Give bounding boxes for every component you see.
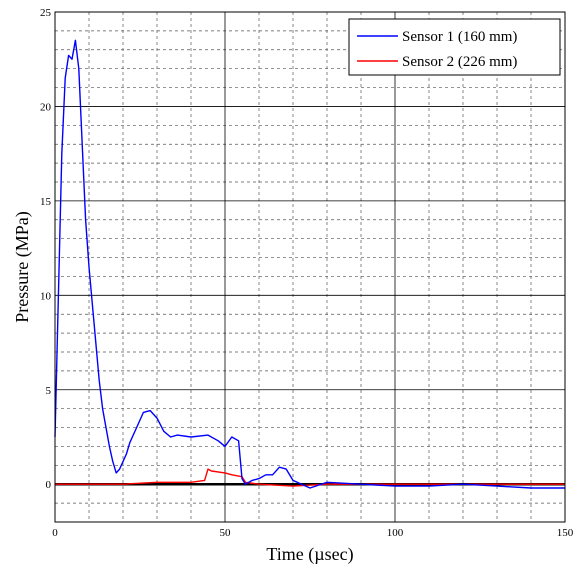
x-tick-label: 50 [220, 527, 232, 539]
major-grid [55, 12, 565, 522]
x-axis-label: Time (µsec) [266, 544, 353, 565]
y-tick-label: 0 [46, 479, 52, 491]
series-line-sensor-1 [54, 39, 565, 489]
legend: Sensor 1 (160 mm) Sensor 2 (226 mm) [348, 18, 561, 76]
y-tick-label: 5 [46, 385, 52, 397]
plot-background [55, 12, 565, 522]
x-tick-label: 100 [387, 527, 404, 539]
x-tick-label: 150 [557, 527, 574, 539]
minor-grid [55, 12, 565, 523]
series-layer [54, 39, 565, 489]
y-tick-labels: 0 5 10 15 20 25 [40, 7, 52, 491]
y-axis-label: Pressure (MPa) [12, 211, 33, 322]
plot-frame [54, 11, 566, 523]
series-line-sensor-2 [55, 468, 565, 487]
y-tick-label: 20 [40, 101, 52, 113]
y-tick-label: 10 [40, 290, 52, 302]
legend-label-sensor-1: Sensor 1 (160 mm) [402, 29, 517, 45]
legend-label-sensor-2: Sensor 2 (226 mm) [402, 54, 517, 70]
y-tick-label: 15 [40, 196, 52, 208]
legend-box [348, 18, 561, 76]
x-tick-label: 0 [52, 527, 58, 539]
x-tick-labels: 0 50 100 150 [52, 527, 574, 539]
y-tick-label: 25 [40, 7, 52, 19]
